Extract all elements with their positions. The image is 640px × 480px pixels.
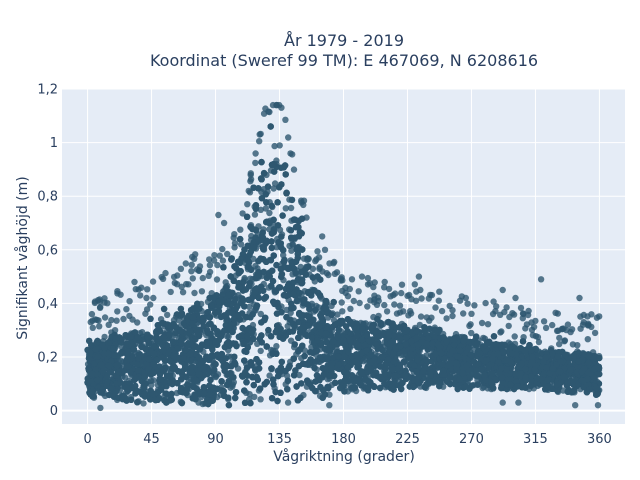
data-point bbox=[266, 209, 273, 217]
data-point bbox=[257, 206, 264, 213]
data-point bbox=[276, 142, 283, 149]
data-point bbox=[271, 180, 279, 187]
data-point bbox=[288, 247, 295, 254]
data-point bbox=[191, 289, 198, 297]
data-point bbox=[257, 396, 264, 403]
data-point bbox=[222, 279, 229, 286]
data-point bbox=[287, 204, 295, 212]
data-point bbox=[198, 288, 206, 295]
data-point bbox=[251, 211, 259, 218]
data-point bbox=[134, 319, 141, 326]
data-point bbox=[282, 205, 289, 212]
data-point bbox=[231, 240, 239, 247]
data-point bbox=[270, 185, 277, 192]
data-point bbox=[262, 205, 269, 212]
data-point bbox=[213, 276, 221, 283]
data-point bbox=[111, 327, 119, 334]
data-point bbox=[296, 371, 303, 379]
data-point bbox=[164, 311, 171, 319]
data-point bbox=[339, 308, 346, 315]
data-point bbox=[257, 310, 264, 318]
data-point bbox=[468, 329, 475, 337]
data-point bbox=[273, 343, 280, 350]
data-point bbox=[284, 372, 291, 380]
data-points bbox=[84, 101, 603, 412]
data-point bbox=[257, 347, 264, 355]
data-point bbox=[225, 333, 232, 340]
data-point bbox=[252, 262, 259, 270]
data-point bbox=[150, 377, 157, 384]
data-point bbox=[140, 400, 147, 407]
data-point bbox=[289, 241, 296, 249]
data-point bbox=[280, 251, 287, 259]
data-point bbox=[271, 142, 278, 150]
data-point bbox=[251, 393, 258, 401]
data-point bbox=[246, 303, 253, 311]
